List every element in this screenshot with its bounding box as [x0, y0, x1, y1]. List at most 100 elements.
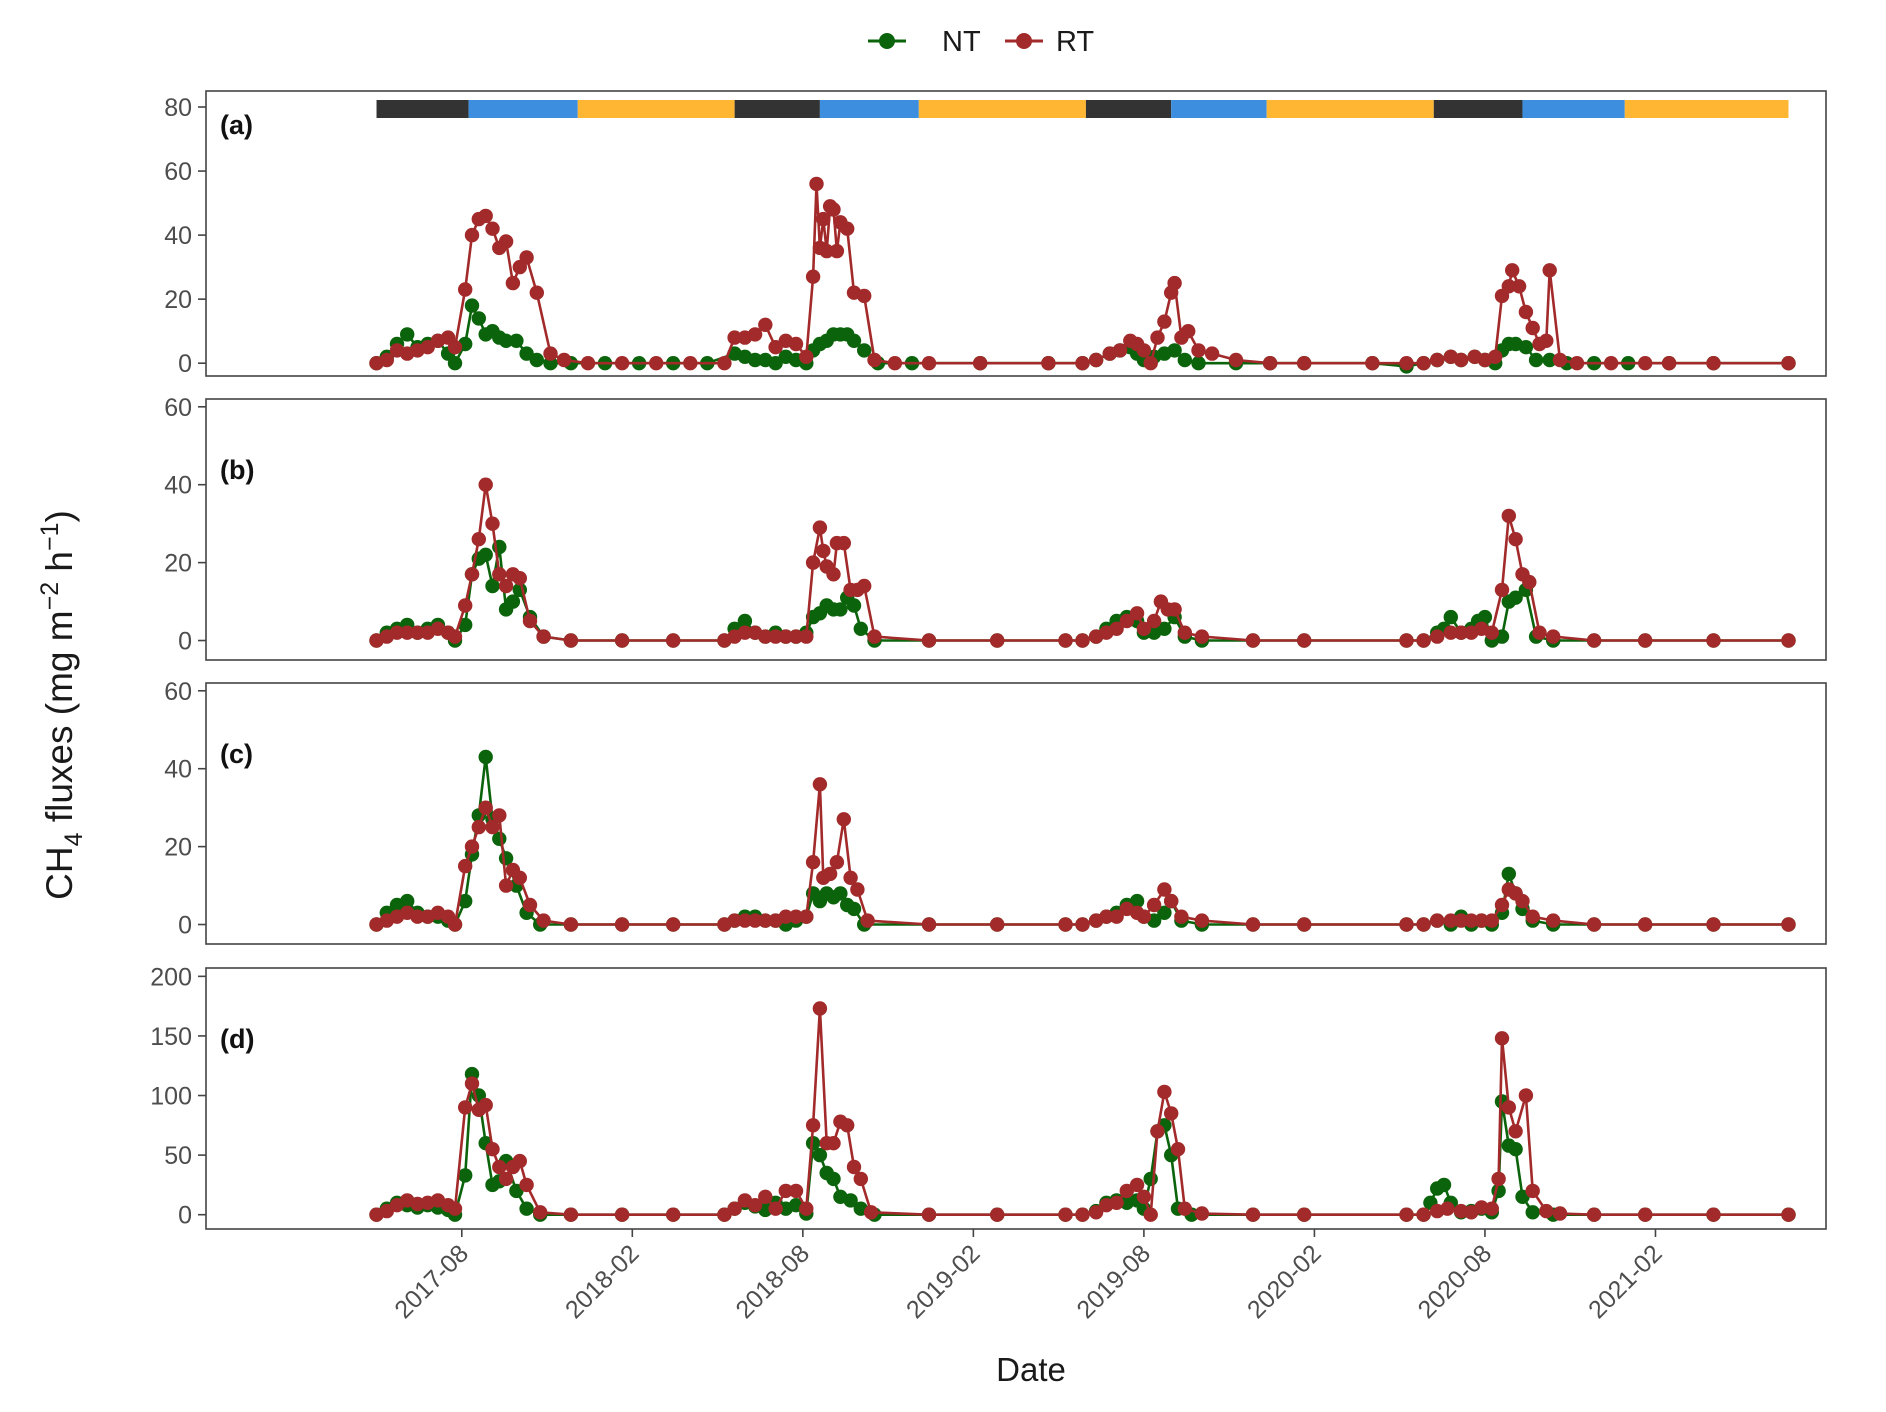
data-point-rt [533, 1205, 548, 1220]
data-point-rt [1505, 263, 1520, 278]
data-point-rt [447, 629, 463, 644]
data-point-rt [1416, 917, 1431, 932]
data-point-rt [529, 285, 544, 300]
y-tick-label: 20 [164, 834, 192, 862]
data-point-nt [458, 1168, 473, 1183]
data-point-rt [1661, 356, 1677, 371]
data-point-rt [519, 250, 534, 265]
data-point-rt [1075, 633, 1090, 648]
y-axis-title-rest: fluxes (mg m [39, 610, 80, 832]
data-point-rt [563, 1207, 579, 1222]
data-point-rt [1532, 625, 1547, 640]
data-point-nt [826, 1171, 841, 1187]
y-tick-label: 60 [164, 678, 192, 706]
data-point-rt [478, 477, 493, 492]
data-point-rt [1177, 1201, 1193, 1216]
legend-rt-label: RT [1056, 26, 1094, 58]
data-point-rt [812, 777, 828, 792]
data-point-rt [1174, 909, 1189, 924]
data-point-rt [410, 909, 425, 924]
data-point-rt [1522, 574, 1537, 590]
data-point-rt [799, 629, 814, 644]
data-point-rt [1501, 1100, 1517, 1115]
data-point-nt [812, 1147, 828, 1163]
data-point-rt [812, 1001, 828, 1016]
data-point-rt [1109, 909, 1124, 924]
data-point-rt [447, 340, 463, 355]
y-tick-label: 60 [164, 158, 192, 186]
y-tick-label: 20 [164, 550, 192, 578]
data-point-rt [819, 243, 834, 259]
data-point-rt [1204, 346, 1220, 361]
data-point-nt [485, 578, 500, 594]
season-bar-segment [577, 100, 735, 118]
panel-c: 0 20 40 60 (c) [164, 678, 1827, 945]
data-point-nt [843, 1193, 858, 1208]
y-tick-label: 0 [178, 912, 192, 940]
data-point-rt [666, 917, 681, 932]
panel-label: (a) [220, 110, 253, 140]
data-point-rt [887, 356, 903, 371]
data-point-rt [1109, 1195, 1124, 1211]
data-point-rt [1058, 1207, 1073, 1222]
data-point-rt [1518, 1088, 1534, 1103]
y-tick-label: 0 [178, 628, 192, 656]
x-tick-label: 2020-08 [1413, 1239, 1498, 1324]
data-point-rt [512, 870, 527, 885]
data-point-rt [1058, 633, 1073, 648]
data-point-rt [1075, 917, 1090, 932]
data-point-rt [1494, 582, 1510, 598]
data-point-rt [485, 1142, 500, 1157]
data-point-rt [1150, 330, 1165, 345]
data-point-rt [614, 917, 630, 932]
y-tick-label: 80 [164, 94, 192, 122]
data-point-nt [1436, 1177, 1452, 1193]
panel-frame [205, 682, 1827, 945]
data-point-rt [826, 1136, 841, 1151]
data-point-rt [758, 317, 773, 332]
data-point-rt [788, 629, 804, 644]
data-point-rt [846, 1159, 862, 1175]
data-point-rt [1443, 913, 1459, 928]
data-point-rt [498, 878, 514, 893]
data-point-rt [1546, 629, 1561, 644]
y-tick-label: 50 [164, 1142, 192, 1170]
data-point-nt [400, 327, 415, 342]
data-point-rt [1638, 356, 1653, 371]
data-point-rt [485, 516, 500, 531]
data-point-rt [1177, 625, 1193, 640]
data-point-nt [478, 749, 493, 765]
data-point-rt [867, 352, 882, 368]
data-point-rt [1569, 356, 1585, 371]
data-point-rt [1542, 263, 1557, 278]
x-axis-title: Date [996, 1351, 1066, 1388]
data-point-rt [853, 1171, 868, 1187]
data-point-rt [519, 1177, 534, 1193]
data-point-rt [614, 633, 630, 648]
data-point-nt [737, 613, 753, 629]
data-point-rt [580, 356, 596, 371]
panel-label: (b) [220, 455, 254, 485]
data-point-rt [1297, 633, 1312, 648]
data-point-rt [458, 598, 473, 613]
data-point-rt [1484, 1201, 1500, 1216]
y-tick-label: 40 [164, 222, 192, 250]
data-point-rt [1058, 917, 1073, 932]
data-point-nt [471, 311, 486, 326]
data-point-rt [1416, 356, 1431, 371]
data-point-rt [1706, 356, 1721, 371]
season-bar-segment [819, 100, 919, 118]
data-point-rt [768, 1201, 783, 1216]
data-point-rt [1488, 349, 1503, 364]
data-point-nt [478, 547, 493, 562]
data-point-rt [1508, 532, 1523, 547]
data-point-nt [1542, 352, 1557, 368]
x-tick-label: 2020-02 [1242, 1239, 1327, 1324]
data-point-nt [1191, 356, 1206, 371]
data-point-rt [1416, 1207, 1431, 1222]
data-point-rt [1539, 1203, 1554, 1219]
data-point-rt [1781, 1207, 1796, 1222]
data-point-rt [458, 282, 473, 297]
data-point-rt [1501, 508, 1517, 524]
data-point-rt [1136, 621, 1152, 636]
